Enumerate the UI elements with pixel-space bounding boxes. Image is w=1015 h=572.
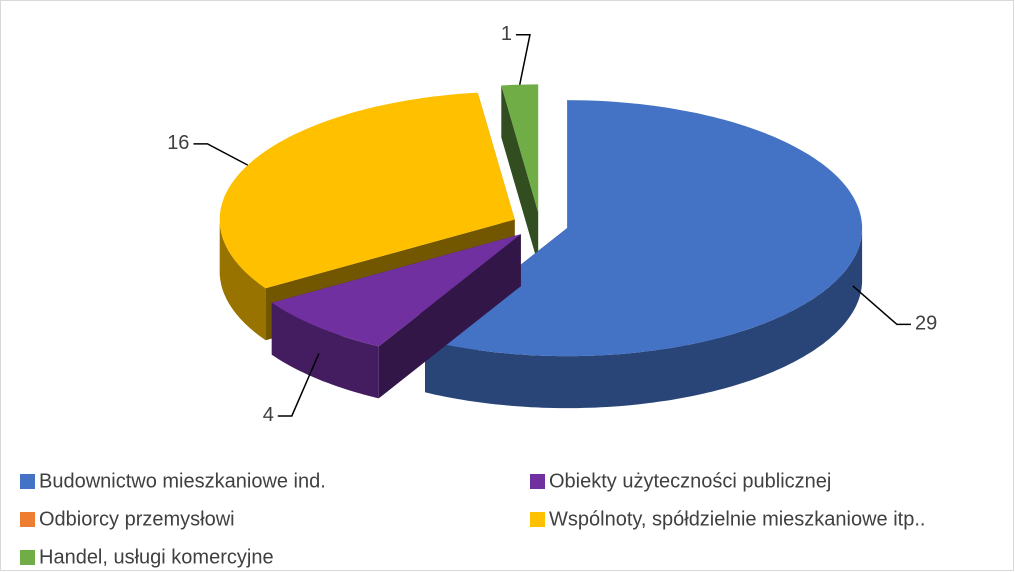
data-label: 29 xyxy=(915,313,937,335)
legend-label: Odbiorcy przemysłowi xyxy=(39,508,235,530)
slice-top xyxy=(271,234,521,347)
legend-swatch xyxy=(530,474,545,489)
legend-label: Handel, usługi komercyjne xyxy=(39,546,274,568)
data-label: 1 xyxy=(501,23,512,45)
slice xyxy=(501,84,539,265)
slice-top xyxy=(425,100,863,357)
data-label: 16 xyxy=(167,132,189,154)
data-label: 4 xyxy=(263,404,274,426)
legend-swatch xyxy=(530,512,545,527)
leader-line xyxy=(193,143,249,166)
leader-line xyxy=(277,353,320,417)
legend-swatch xyxy=(20,550,35,565)
slice xyxy=(425,100,863,409)
legend-swatch xyxy=(20,512,35,527)
legend-label: Obiekty użyteczności publicznej xyxy=(549,470,831,492)
slice-side xyxy=(425,228,863,409)
slice-top xyxy=(219,92,515,289)
leader-line xyxy=(515,34,531,85)
slice-side xyxy=(219,219,266,341)
slice-top xyxy=(501,84,539,213)
legend-swatch xyxy=(20,474,35,489)
legend-label: Budownictwo mieszkaniowe ind. xyxy=(39,470,326,492)
slice-side xyxy=(271,302,379,399)
slice xyxy=(271,234,521,399)
slice-edge xyxy=(501,85,539,265)
leader-line xyxy=(852,285,911,326)
legend-label: Wspólnoty, spółdzielnie mieszkaniowe itp… xyxy=(549,508,925,530)
